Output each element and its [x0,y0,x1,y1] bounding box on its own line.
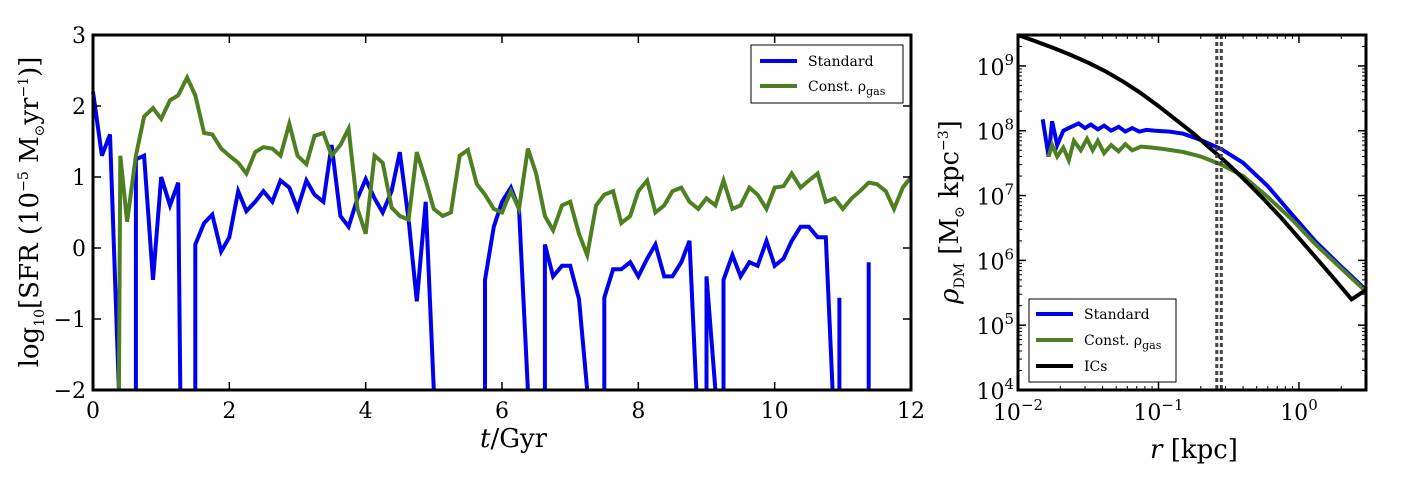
sfr-ytick-label: 0 [72,237,86,262]
sfr-xtick-label: 0 [86,399,100,424]
density-ytick-label: 108 [976,116,1014,146]
density-xtick-label: 10−2 [993,396,1043,426]
sfr-xtick-label: 10 [761,399,789,424]
density-ytick-label: 109 [976,51,1014,81]
density-panel: 10−2 10−1 100 104 105 106 107 108 109 r [kpc] ρD… [935,33,1368,465]
density-series-standard [1040,118,1366,292]
sfr-ytick-label: −2 [54,379,86,404]
density-ytick-label: 107 [976,181,1014,211]
sfr-ytick-label: 1 [72,166,86,191]
density-ytick-label: 106 [976,245,1014,275]
density-ytick-label: 104 [976,375,1014,405]
sfr-ytick-label: 3 [72,24,86,49]
sfr-xtick-label: 4 [359,399,373,424]
density-xtick-label: 10−1 [1133,396,1183,426]
density-series-const-rho-gas [1046,134,1366,294]
density-xtick-label: 100 [1280,396,1318,426]
sfr-legend: Standard Const. ρgas [750,44,904,104]
density-xlabel: r [kpc] [1150,435,1238,465]
density-ylabel: ρDM [M⊙ kpc−3] [935,120,968,305]
density-legend: Standard Const. ρgas ICs [1028,298,1177,383]
density-series-ics [1018,35,1366,303]
sfr-xlabel: t/Gyr [480,424,548,454]
sfr-xtick-label: 12 [897,399,925,424]
density-legend-standard-label: Standard [1084,307,1150,323]
sfr-plot-area [91,73,913,391]
density-legend-ics-label: ICs [1084,359,1107,375]
density-plot-area [1018,35,1366,390]
sfr-ylabel: log10[SFR (10−5 M⊙yr−1)] [15,57,48,368]
sfr-xtick-label: 2 [222,399,236,424]
sfr-legend-standard-label: Standard [808,54,874,70]
sfr-ytick-label: −1 [54,308,86,333]
density-axes-frame [1016,33,1368,392]
sfr-legend-box [750,44,904,104]
density-ytick-label: 105 [976,310,1014,340]
sfr-xtick-label: 6 [495,399,509,424]
sfr-xtick-label: 8 [631,399,645,424]
sfr-series-const-rho-gas [116,73,913,391]
sfr-ytick-label: 2 [72,95,86,120]
density-ticks: 10−2 10−1 100 104 105 106 107 108 109 [976,34,1367,426]
sfr-series-standard [91,91,871,391]
